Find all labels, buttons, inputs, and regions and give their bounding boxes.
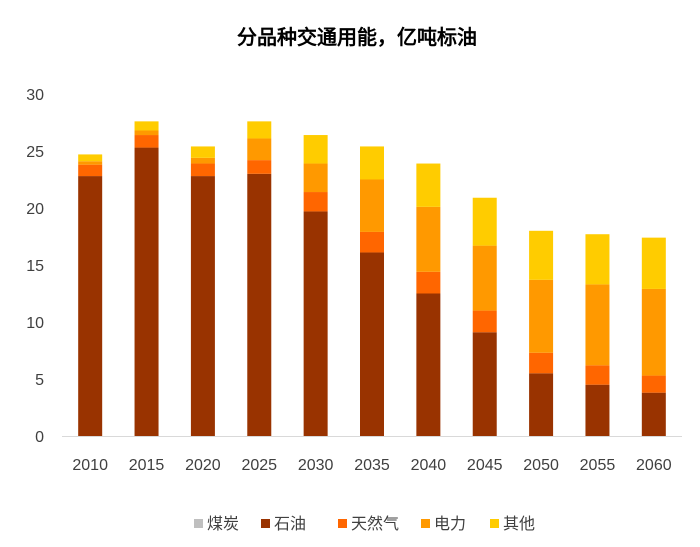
plot-area bbox=[78, 121, 666, 437]
x-tick-label: 2020 bbox=[185, 457, 221, 474]
y-tick-label: 0 bbox=[35, 429, 44, 446]
y-tick-label: 15 bbox=[26, 258, 44, 275]
chart-title: 分品种交通用能，亿吨标油 bbox=[237, 25, 477, 49]
y-tick-label: 10 bbox=[26, 315, 44, 332]
bar-2015-series-2 bbox=[134, 135, 159, 148]
bar-2045-series-4 bbox=[472, 197, 497, 246]
y-tick-label: 25 bbox=[26, 144, 44, 161]
y-tick-label: 20 bbox=[26, 201, 44, 218]
legend-label-1: 石油 bbox=[274, 514, 306, 533]
x-tick-label: 2015 bbox=[129, 457, 165, 474]
bar-2035-series-4 bbox=[360, 146, 384, 180]
y-tick-label: 30 bbox=[26, 87, 44, 104]
bar-2040-series-2 bbox=[416, 271, 441, 294]
legend-swatch-0 bbox=[194, 519, 203, 528]
x-tick-label: 2025 bbox=[241, 457, 277, 474]
x-tick-label: 2040 bbox=[411, 457, 447, 474]
legend-swatch-2 bbox=[338, 519, 347, 528]
bar-2025-series-4 bbox=[247, 121, 272, 139]
x-tick-label: 2050 bbox=[523, 457, 559, 474]
bar-2040-series-3 bbox=[416, 206, 441, 272]
bar-2030-series-1 bbox=[303, 211, 328, 436]
bar-2015-series-3 bbox=[134, 130, 159, 136]
bar-2010-series-4 bbox=[78, 154, 103, 162]
bar-2020-series-1 bbox=[190, 176, 215, 436]
bar-2030-series-2 bbox=[303, 192, 328, 212]
bar-2025-series-2 bbox=[247, 160, 272, 174]
x-tick-label: 2045 bbox=[467, 457, 503, 474]
bar-2055-series-1 bbox=[585, 384, 610, 436]
bar-2050-series-2 bbox=[529, 352, 554, 374]
bar-2050-series-1 bbox=[529, 373, 554, 436]
legend-label-4: 其他 bbox=[503, 514, 535, 533]
bar-2055-series-3 bbox=[585, 284, 610, 366]
bar-2020-series-2 bbox=[190, 163, 215, 177]
x-tick-label: 2035 bbox=[354, 457, 390, 474]
bar-2045-series-3 bbox=[472, 245, 497, 311]
x-tick-label: 2055 bbox=[580, 457, 616, 474]
bar-2035-series-3 bbox=[360, 179, 384, 232]
bar-2060-series-4 bbox=[641, 237, 666, 289]
legend-swatch-3 bbox=[421, 519, 430, 528]
legend: 煤炭 石油 天然气 电力 其他 bbox=[194, 514, 535, 533]
legend-swatch-4 bbox=[490, 519, 499, 528]
bar-2055-series-4 bbox=[585, 234, 610, 285]
bar-2060-series-3 bbox=[641, 288, 666, 376]
bar-2035-series-1 bbox=[360, 252, 384, 436]
bar-2060-series-1 bbox=[641, 392, 666, 436]
bar-2045-series-2 bbox=[472, 310, 497, 333]
bar-2050-series-3 bbox=[529, 279, 554, 353]
bar-2050-series-4 bbox=[529, 230, 554, 280]
bar-2015-series-4 bbox=[134, 121, 159, 131]
x-tick-label: 2030 bbox=[298, 457, 334, 474]
bar-2040-series-4 bbox=[416, 163, 441, 207]
legend-swatch-1 bbox=[261, 519, 270, 528]
bar-2020-series-3 bbox=[190, 157, 215, 164]
legend-label-2: 天然气 bbox=[351, 514, 399, 533]
bar-2015-series-1 bbox=[134, 147, 159, 436]
y-axis: 0 5 10 15 20 25 30 bbox=[26, 87, 44, 446]
x-tick-label: 2010 bbox=[72, 457, 108, 474]
bar-2025-series-3 bbox=[247, 138, 272, 161]
x-axis: 2010 2015 2020 2025 2030 2035 2040 2045 2050 2055… bbox=[72, 457, 671, 474]
bar-2045-series-1 bbox=[472, 332, 497, 436]
bar-2030-series-3 bbox=[303, 163, 328, 193]
bar-2010-series-1 bbox=[78, 176, 103, 436]
x-tick-label: 2060 bbox=[636, 457, 672, 474]
bar-2055-series-2 bbox=[585, 365, 610, 385]
bar-2025-series-1 bbox=[247, 173, 272, 437]
legend-label-0: 煤炭 bbox=[207, 514, 239, 533]
bar-2060-series-2 bbox=[641, 375, 666, 393]
bar-2040-series-1 bbox=[416, 293, 441, 436]
bar-2020-series-4 bbox=[190, 146, 215, 158]
bar-2035-series-2 bbox=[360, 231, 384, 253]
bar-2010-series-3 bbox=[78, 161, 103, 165]
y-tick-label: 5 bbox=[35, 372, 44, 389]
bar-2010-series-2 bbox=[78, 164, 103, 177]
bar-2030-series-4 bbox=[303, 135, 328, 164]
legend-label-3: 电力 bbox=[434, 514, 466, 533]
